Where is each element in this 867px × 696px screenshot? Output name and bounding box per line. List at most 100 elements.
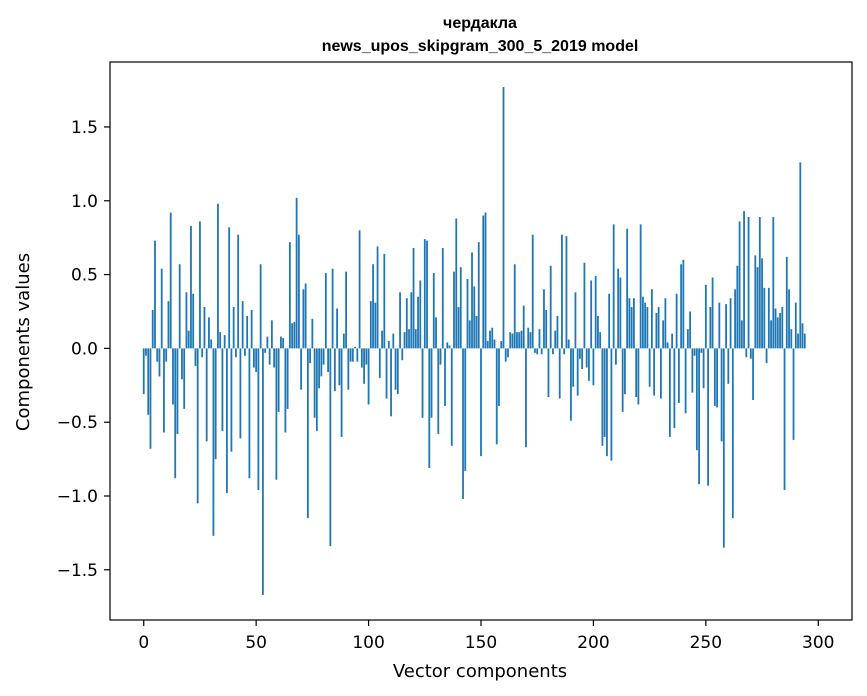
bar [770, 320, 772, 349]
bar [165, 348, 168, 362]
bar [702, 348, 705, 389]
bar [538, 329, 541, 349]
bar [655, 312, 658, 349]
bar [635, 348, 638, 398]
bar [509, 332, 512, 349]
bar [621, 348, 624, 412]
bar [574, 292, 577, 349]
bar [583, 262, 586, 349]
bar [693, 348, 696, 356]
bar [794, 302, 797, 349]
bar [149, 348, 152, 449]
bar [365, 348, 368, 365]
bar [783, 348, 786, 491]
bar [327, 348, 329, 372]
bar [235, 348, 237, 358]
bar [673, 348, 676, 429]
bar [378, 348, 381, 378]
bar [297, 234, 300, 349]
bar [608, 293, 611, 349]
bar [745, 348, 748, 358]
bar [376, 246, 379, 349]
bar [776, 317, 779, 349]
bar [731, 348, 734, 519]
bar [291, 323, 294, 349]
bar [387, 341, 390, 349]
bar [360, 348, 363, 368]
bar [486, 341, 489, 349]
bar [520, 330, 523, 349]
bar [720, 348, 723, 442]
bar [399, 292, 401, 349]
bar [677, 348, 680, 403]
bar [430, 348, 433, 418]
bar [172, 348, 174, 405]
bar [590, 280, 593, 349]
bar [192, 293, 195, 349]
bar [412, 248, 415, 349]
bar [540, 348, 543, 355]
bar [619, 277, 622, 349]
bar [624, 348, 626, 395]
bar [300, 348, 303, 390]
bar [639, 224, 642, 349]
bar [322, 348, 325, 365]
bar [309, 348, 312, 364]
x-tick-label: 200 [577, 633, 609, 653]
bar [187, 330, 190, 349]
bar [338, 348, 341, 386]
bar [396, 348, 399, 395]
bar [217, 203, 219, 349]
y-tick-label: 1.0 [71, 192, 98, 212]
bar [147, 348, 150, 415]
bar [145, 348, 147, 356]
x-tick-label: 0 [138, 633, 149, 653]
bar [722, 348, 725, 548]
bar [174, 348, 177, 479]
bar [232, 307, 235, 349]
bar [756, 267, 759, 349]
bar [502, 87, 505, 349]
bar [749, 348, 752, 359]
bar [459, 267, 462, 349]
bar [223, 335, 226, 349]
bar [803, 333, 806, 349]
bar [772, 217, 775, 349]
bar [659, 348, 662, 399]
bar [543, 289, 545, 349]
bar [650, 289, 653, 349]
bar [435, 317, 437, 349]
bar [633, 298, 635, 349]
bar [556, 315, 559, 349]
bar [547, 348, 550, 398]
bar [767, 287, 770, 349]
bars-group [142, 87, 806, 595]
bar [662, 320, 665, 349]
bar [668, 348, 671, 437]
bar [201, 348, 204, 358]
bar [511, 333, 514, 349]
bar [480, 348, 482, 457]
bar [230, 348, 233, 452]
bar [250, 310, 253, 349]
bar [414, 329, 417, 349]
bar [792, 348, 795, 440]
bar [178, 264, 181, 349]
bar [799, 162, 802, 349]
bar [716, 348, 718, 408]
bar [410, 292, 413, 349]
bar [788, 289, 790, 349]
chart-title-line-2: news_upos_skipgram_300_5_2019 model [322, 38, 639, 55]
bar [167, 301, 170, 349]
bar [707, 348, 709, 486]
bar [226, 348, 228, 494]
bar [468, 320, 471, 349]
bar [264, 348, 267, 353]
bar [237, 234, 240, 349]
bar [154, 240, 156, 349]
bar [725, 304, 727, 349]
bar [453, 271, 455, 349]
bar [302, 289, 305, 349]
bar [718, 302, 721, 349]
bar [466, 279, 469, 349]
